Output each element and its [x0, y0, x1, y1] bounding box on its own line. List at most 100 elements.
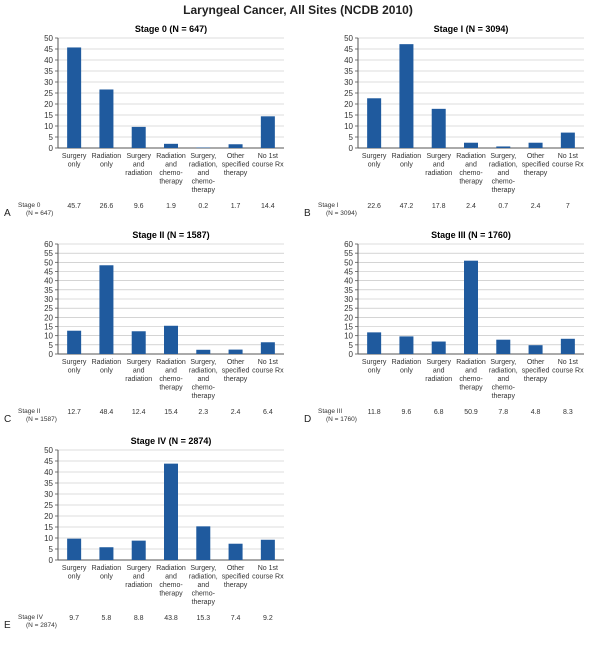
y-tick-label: 15 — [44, 523, 53, 532]
bar-radiation-and-chemotherapy — [464, 260, 478, 354]
panel-letter: B — [304, 208, 311, 219]
bar-radiation-and-chemotherapy — [164, 143, 178, 148]
chart-panel-d: Stage III (N = 1760) 0 5 10 15 20 25 30 35 40 45 50… — [300, 228, 590, 440]
category-label-no-first-course-rx: No 1st course Rx — [252, 153, 284, 169]
category-label-surgery-only: Surgery only — [62, 359, 87, 375]
data-label-surgery-only: 9.7 — [69, 615, 79, 622]
data-label-surgery-only: 22.6 — [367, 203, 381, 210]
chart-svg: Stage I (N = 3094) 0 5 10 15 20 25 30 35 40 45 50 Su… — [304, 24, 584, 219]
category-label-radiation-and-chemotherapy: Radiation and chemo-therapy — [156, 153, 186, 186]
category-label-surgery-and-radiation: Surgery and radiation — [125, 359, 152, 383]
data-label-radiation-only: 48.4 — [100, 409, 114, 416]
data-label-radiation-only: 26.6 — [100, 203, 114, 210]
y-tick-label: 55 — [44, 249, 53, 258]
y-tick-label: 5 — [49, 133, 54, 142]
data-label-no-first-course-rx: 14.4 — [261, 203, 275, 210]
chart-panel-c: Stage II (N = 1587) 0 5 10 15 20 25 30 35 40 45 50 5… — [0, 228, 290, 440]
row-label-count: (N = 1760) — [326, 416, 357, 423]
y-tick-label: 35 — [344, 286, 353, 295]
data-label-surgery-and-radiation: 12.4 — [132, 409, 146, 416]
data-label-radiation-and-chemotherapy: 43.8 — [164, 615, 178, 622]
category-label-other-specified-therapy: Other specified therapy — [522, 153, 550, 177]
bar-surgery-radiation-chemotherapy — [196, 526, 211, 560]
y-tick-label: 0 — [349, 350, 354, 359]
y-tick-label: 60 — [44, 240, 53, 249]
y-tick-label: 15 — [344, 111, 353, 120]
data-label-radiation-only: 5.8 — [102, 615, 112, 622]
category-label-other-specified-therapy: Other specified therapy — [222, 565, 250, 589]
y-tick-label: 50 — [344, 258, 353, 267]
bar-radiation-and-chemotherapy — [464, 142, 478, 148]
y-tick-label: 20 — [44, 313, 53, 322]
category-label-radiation-and-chemotherapy: Radiation and chemo-therapy — [456, 359, 486, 392]
bar-radiation-only — [399, 44, 414, 148]
data-label-no-first-course-rx: 7 — [566, 203, 570, 210]
bar-radiation-and-chemotherapy — [164, 325, 178, 354]
y-tick-label: 25 — [44, 304, 53, 313]
y-tick-label: 20 — [44, 100, 53, 109]
bar-other-specified-therapy — [528, 345, 543, 354]
bar-other-specified-therapy — [228, 543, 243, 560]
bar-radiation-only — [99, 547, 114, 560]
data-label-surgery-and-radiation: 6.8 — [434, 409, 444, 416]
y-tick-label: 40 — [344, 56, 353, 65]
bar-no-first-course-rx — [260, 342, 275, 354]
bar-surgery-only — [67, 47, 82, 148]
data-label-no-first-course-rx: 8.3 — [563, 409, 573, 416]
category-label-surgery-only: Surgery only — [362, 359, 387, 375]
y-tick-label: 10 — [344, 332, 353, 341]
category-label-radiation-and-chemotherapy: Radiation and chemo-therapy — [156, 565, 186, 598]
row-label-count: (N = 3094) — [326, 210, 357, 217]
y-tick-label: 45 — [44, 457, 53, 466]
data-label-other-specified-therapy: 2.4 — [231, 409, 241, 416]
data-label-surgery-radiation-chemotherapy: 15.3 — [196, 615, 210, 622]
category-label-surgery-and-radiation: Surgery and radiation — [425, 153, 452, 177]
category-label-radiation-only: Radiation only — [92, 565, 122, 581]
data-label-radiation-and-chemotherapy: 2.4 — [466, 203, 476, 210]
data-label-surgery-only: 12.7 — [67, 409, 81, 416]
bar-no-first-course-rx — [260, 116, 275, 148]
data-label-surgery-radiation-chemotherapy: 2.3 — [198, 409, 208, 416]
panel-letter: C — [4, 414, 11, 425]
y-tick-label: 0 — [49, 350, 54, 359]
y-tick-label: 50 — [44, 34, 53, 43]
y-tick-label: 20 — [44, 512, 53, 521]
category-label-radiation-and-chemotherapy: Radiation and chemo-therapy — [156, 359, 186, 392]
panel-letter: E — [4, 620, 11, 631]
category-label-surgery-only: Surgery only — [362, 153, 387, 169]
bar-surgery-and-radiation — [431, 341, 446, 354]
y-tick-label: 40 — [344, 277, 353, 286]
y-tick-label: 25 — [344, 304, 353, 313]
category-label-surgery-and-radiation: Surgery and radiation — [125, 565, 152, 589]
bar-surgery-and-radiation — [131, 126, 146, 148]
bar-no-first-course-rx — [560, 338, 575, 354]
y-tick-label: 50 — [44, 446, 53, 455]
category-label-surgery-only: Surgery only — [62, 153, 87, 169]
data-label-surgery-and-radiation: 8.8 — [134, 615, 144, 622]
category-label-no-first-course-rx: No 1st course Rx — [552, 359, 584, 375]
data-label-radiation-only: 9.6 — [402, 409, 412, 416]
bar-surgery-only — [67, 330, 82, 354]
category-label-radiation-only: Radiation only — [392, 359, 422, 375]
data-label-no-first-course-rx: 9.2 — [263, 615, 273, 622]
y-tick-label: 20 — [344, 100, 353, 109]
category-label-surgery-radiation-chemotherapy: Surgery, radiation, and chemo-therapy — [189, 153, 218, 194]
data-label-surgery-and-radiation: 9.6 — [134, 203, 144, 210]
y-tick-label: 5 — [349, 341, 354, 350]
chart-title: Stage III (N = 1760) — [431, 230, 511, 240]
row-label-stage: Stage I — [318, 202, 339, 209]
bar-other-specified-therapy — [528, 142, 543, 148]
y-tick-label: 45 — [344, 268, 353, 277]
bar-surgery-radiation-chemotherapy — [196, 147, 211, 149]
category-label-radiation-only: Radiation only — [92, 359, 122, 375]
row-label-stage: Stage III — [318, 408, 342, 415]
bar-no-first-course-rx — [560, 132, 575, 148]
y-tick-label: 0 — [349, 144, 354, 153]
data-label-radiation-and-chemotherapy: 15.4 — [164, 409, 178, 416]
category-label-radiation-only: Radiation only — [392, 153, 422, 169]
y-tick-label: 10 — [44, 122, 53, 131]
chart-panel-b: Stage I (N = 3094) 0 5 10 15 20 25 30 35 40 45 50 Su… — [300, 22, 590, 234]
chart-title: Stage 0 (N = 647) — [135, 24, 207, 34]
category-label-other-specified-therapy: Other specified therapy — [222, 153, 250, 177]
y-tick-label: 10 — [44, 332, 53, 341]
